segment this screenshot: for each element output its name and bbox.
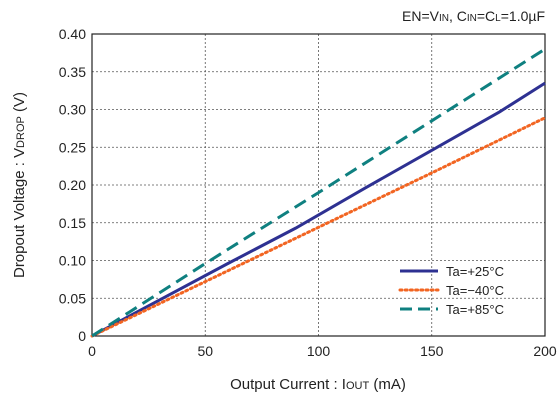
- text-part: L: [495, 13, 501, 24]
- x-axis-label: Output Current : IOUT (mA): [230, 376, 406, 393]
- legend: Ta=+25°C Ta=−40°C Ta=+85°C: [398, 264, 504, 317]
- y-tick-label: 0.10: [59, 253, 86, 269]
- y-tick-label: 0.25: [59, 139, 86, 155]
- text-part: , C: [449, 8, 467, 24]
- text-part: (mA): [369, 376, 406, 393]
- legend-label: Ta=+25°C: [446, 264, 504, 279]
- x-tick-label: 200: [533, 343, 557, 359]
- y-axis-label: Dropout Voltage : VDROP (V): [11, 92, 28, 278]
- text-part: DROP: [15, 116, 27, 148]
- x-tick-label: 0: [88, 343, 96, 359]
- series-layer: [90, 47, 547, 338]
- plot-frame: [91, 33, 546, 337]
- y-tick-label: 0.20: [59, 177, 86, 193]
- x-tick-label: 150: [420, 343, 444, 359]
- text-part: Output Current : I: [230, 376, 346, 393]
- text-part: =1.0µF: [501, 8, 545, 24]
- text-part: Dropout Voltage : V: [11, 148, 28, 278]
- x-tick-label: 50: [197, 343, 213, 359]
- text-part: OUT: [346, 380, 370, 392]
- y-tick-label: 0.05: [59, 290, 86, 306]
- y-tick-label: 0.40: [59, 26, 86, 42]
- x-tick-label: 100: [307, 343, 331, 359]
- text-part: EN=V: [402, 8, 440, 24]
- legend-label: Ta=+85°C: [446, 302, 504, 317]
- test-condition-annotation: EN=VIN, CIN=CL=1.0µF: [402, 8, 545, 24]
- y-tick-labels: 0 0.05 0.10 0.15 0.20 0.25 0.30 0.35 0.40: [59, 26, 86, 344]
- text-part: IN: [467, 13, 477, 24]
- y-tick-label: 0.30: [59, 102, 86, 118]
- text-part: =C: [477, 8, 495, 24]
- grid-lines: [92, 34, 545, 336]
- x-tick-labels: 0 50 100 150 200: [88, 343, 557, 359]
- text-part: (V): [11, 92, 28, 116]
- y-tick-label: 0: [78, 328, 86, 344]
- series-line-2: [90, 116, 547, 338]
- series-line-1: [91, 81, 546, 338]
- series-line-3: [91, 47, 546, 338]
- y-tick-label: 0.15: [59, 215, 86, 231]
- legend-label: Ta=−40°C: [446, 283, 504, 298]
- text-part: IN: [439, 13, 449, 24]
- y-tick-label: 0.35: [59, 64, 86, 80]
